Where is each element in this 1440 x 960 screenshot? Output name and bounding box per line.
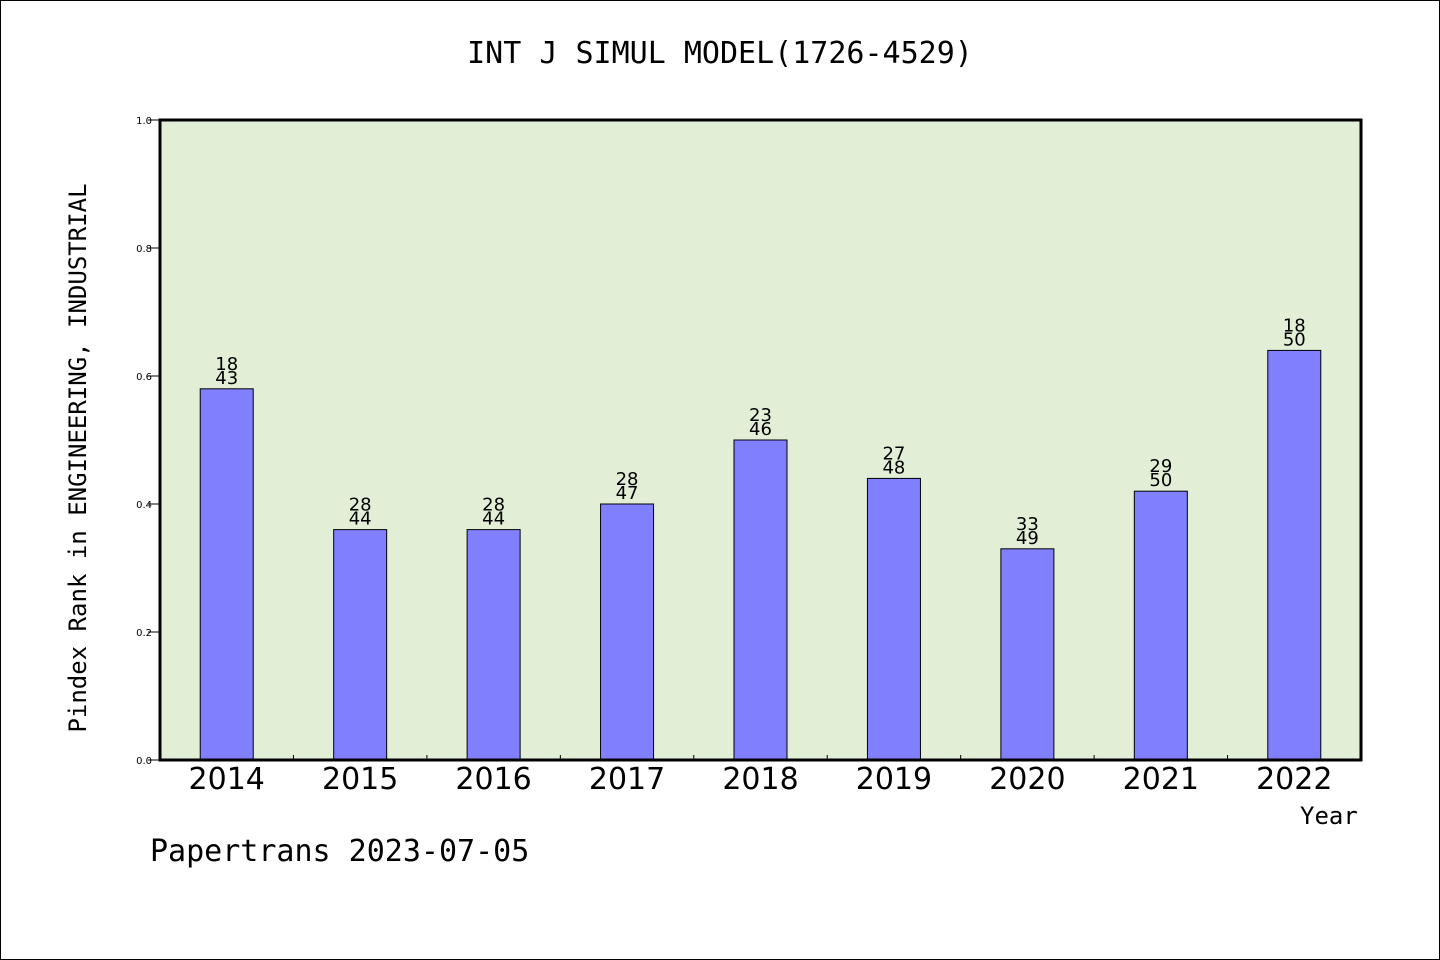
y-tick-label: 0.4 xyxy=(136,500,152,511)
bar-2017 xyxy=(600,503,655,761)
bar-rank-label: 33 xyxy=(1016,514,1039,535)
plot-border xyxy=(158,118,1363,762)
chart-title: INT J SIMUL MODEL(1726-4529) xyxy=(467,36,973,71)
bar-rank-label: 18 xyxy=(215,354,238,375)
bar-total-label: 50 xyxy=(1149,470,1172,491)
footer-watermark: Papertrans 2023-07-05 xyxy=(150,834,530,869)
y-tick-label: 0.8 xyxy=(136,244,152,255)
bar-2014 xyxy=(199,388,254,761)
y-tick-label: 0.2 xyxy=(136,628,152,639)
bar-2020 xyxy=(1000,548,1055,761)
bar-rank-label: 28 xyxy=(482,495,505,516)
x-tick-label: 2017 xyxy=(589,762,665,797)
bar-total-label: 44 xyxy=(349,509,372,530)
y-tick-label: 0.0 xyxy=(136,756,152,767)
bar-2015 xyxy=(333,529,388,761)
x-axis-label: Year xyxy=(1300,802,1358,830)
y-tick-label: 0.6 xyxy=(136,372,152,383)
bar-rank-label: 23 xyxy=(749,405,772,426)
bar-2016 xyxy=(466,529,521,761)
x-tick-label: 2014 xyxy=(189,762,265,797)
bar-total-label: 49 xyxy=(1016,528,1039,549)
bar-2019 xyxy=(866,477,921,761)
bar-rank-label: 28 xyxy=(349,495,372,516)
x-tick-label: 2018 xyxy=(722,762,798,797)
bar-rank-label: 29 xyxy=(1149,456,1172,477)
bar-total-label: 50 xyxy=(1283,329,1306,350)
bar-total-label: 48 xyxy=(882,457,905,478)
bar-rank-label: 18 xyxy=(1283,315,1306,336)
x-tick-label: 2022 xyxy=(1256,762,1332,797)
y-tick-label: 1.0 xyxy=(136,116,152,127)
bar-2018 xyxy=(733,439,788,761)
x-tick-label: 2015 xyxy=(322,762,398,797)
x-tick-label: 2021 xyxy=(1123,762,1199,797)
bar-rank-label: 27 xyxy=(882,443,905,464)
x-tick-label: 2016 xyxy=(455,762,531,797)
bar-total-label: 47 xyxy=(616,483,639,504)
bar-2021 xyxy=(1133,490,1188,761)
bar-total-label: 44 xyxy=(482,509,505,530)
bar-total-label: 46 xyxy=(749,419,772,440)
bar-rank-label: 28 xyxy=(616,469,639,490)
bar-2022 xyxy=(1267,349,1322,761)
x-tick-label: 2019 xyxy=(856,762,932,797)
x-tick-label: 2020 xyxy=(989,762,1065,797)
bar-total-label: 43 xyxy=(215,368,238,389)
